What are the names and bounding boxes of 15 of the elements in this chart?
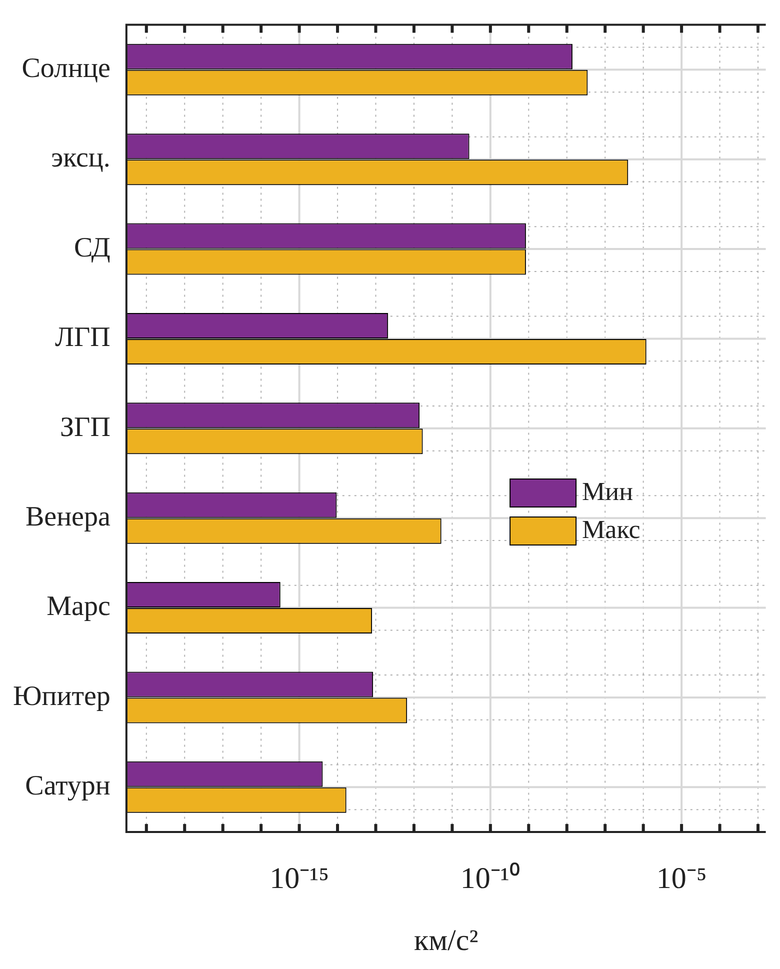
y-tick-label: Солнце — [22, 53, 110, 84]
legend-label: Макс — [582, 514, 640, 544]
y-tick-label: эксц. — [51, 142, 110, 174]
legend-label: Мин — [582, 476, 634, 506]
y-tick-label: ЗГП — [60, 412, 110, 443]
y-tick-label: Сатурн — [25, 770, 110, 802]
y-tick-label: Венера — [25, 501, 111, 532]
x-tick-label: 10⁻¹⁰ — [460, 862, 520, 895]
y-tick-label: СД — [74, 232, 110, 264]
x-axis-title: км/с² — [414, 924, 478, 957]
y-tick-label: ЛГП — [55, 322, 110, 354]
x-tick-label: 10⁻¹⁵ — [270, 862, 330, 895]
x-tick-label: 10⁻⁵ — [656, 862, 707, 895]
y-tick-label: Марс — [46, 591, 110, 622]
y-tick-label: Юпитер — [12, 680, 110, 712]
